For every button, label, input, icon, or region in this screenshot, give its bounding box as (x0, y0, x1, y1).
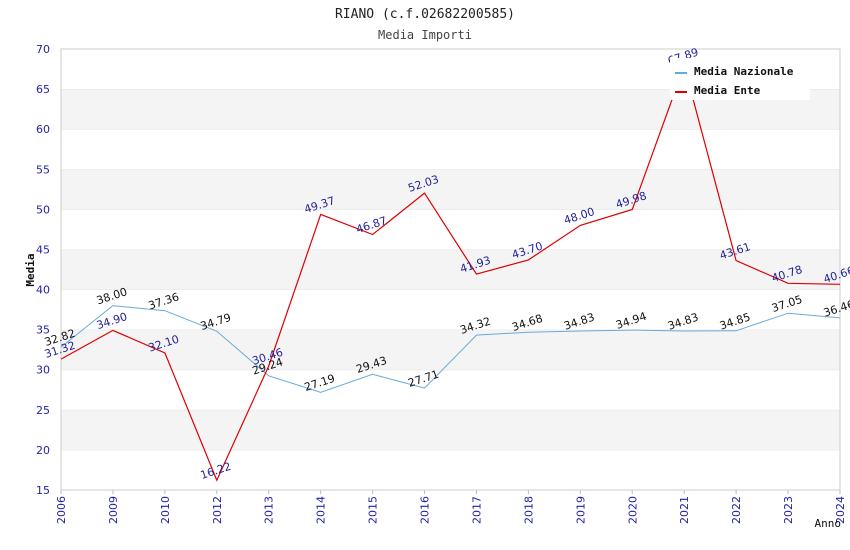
x-tick-label: 2022 (730, 496, 743, 524)
y-axis-ticks: 15 20 25 30 35 40 45 50 55 60 65 70 (36, 43, 50, 497)
grid-band (61, 129, 840, 170)
series-lines (60, 63, 841, 482)
x-tick-label: 2018 (522, 496, 535, 524)
y-tick-label: 30 (36, 364, 50, 377)
legend: Media Nazionale Media Ente (670, 58, 810, 100)
legend-label-ente: Media Ente (694, 84, 761, 97)
x-tick-label: 2024 (834, 496, 847, 524)
chart-title: RIANO (c.f.02682200585) (335, 7, 515, 22)
legend-box (670, 58, 810, 100)
x-tick-label: 2010 (159, 496, 172, 524)
grid-band (61, 329, 840, 370)
x-tick-label: 2016 (419, 496, 432, 524)
grid-band (61, 369, 840, 410)
y-tick-label: 40 (36, 284, 50, 297)
x-tick-label: 2013 (263, 496, 276, 524)
y-tick-label: 65 (36, 83, 50, 96)
x-tick-label: 2020 (626, 496, 639, 524)
y-tick-label: 15 (36, 484, 50, 497)
y-tick-label: 35 (36, 324, 50, 337)
chart-subtitle: Media Importi (378, 28, 472, 42)
grid-band (61, 449, 840, 490)
x-axis-ticks: 2006 2009 2010 2012 2013 2014 2015 2016 2017 2018… (55, 490, 847, 524)
y-tick-label: 20 (36, 444, 50, 457)
series-line-media-nazionale (60, 305, 841, 393)
y-tick-label: 60 (36, 123, 50, 136)
grid-band (61, 169, 840, 210)
y-tick-label: 70 (36, 43, 50, 56)
x-tick-label: 2009 (107, 496, 120, 524)
grid-band (61, 249, 840, 290)
y-tick-label: 45 (36, 243, 50, 256)
grid-bands (61, 48, 840, 490)
x-tick-label: 2021 (678, 496, 691, 524)
x-axis-label: Anno (815, 517, 842, 530)
x-tick-label: 2012 (211, 496, 224, 524)
y-tick-label: 55 (36, 163, 50, 176)
grid-band (61, 289, 840, 330)
y-axis-label: Media (24, 253, 37, 286)
x-tick-label: 2017 (470, 496, 483, 524)
x-tick-label: 2015 (367, 496, 380, 524)
grid-band (61, 409, 840, 450)
legend-label-nazionale: Media Nazionale (694, 65, 794, 78)
y-tick-label: 50 (36, 203, 50, 216)
grid-band (61, 209, 840, 250)
x-tick-label: 2023 (782, 496, 795, 524)
y-tick-label: 25 (36, 404, 50, 417)
x-tick-label: 2006 (55, 496, 68, 524)
x-tick-label: 2019 (574, 496, 587, 524)
plot-frame (60, 48, 841, 491)
x-tick-label: 2014 (315, 496, 328, 524)
series-line-media-ente (60, 63, 841, 482)
